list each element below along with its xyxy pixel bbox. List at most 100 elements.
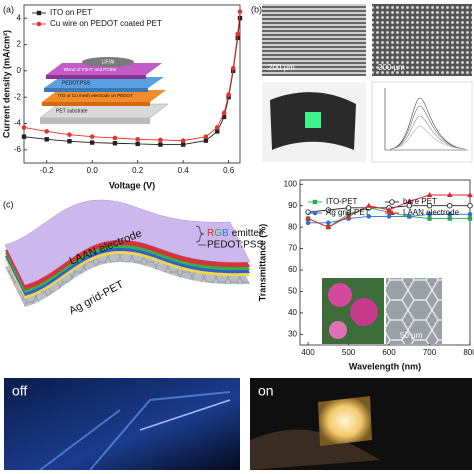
marker [366,214,372,219]
marker [112,141,118,146]
marker [135,137,140,142]
marker [89,134,95,139]
emitter-letter: R [207,228,214,239]
marker [345,213,352,219]
y-tick-label: 100 [284,179,298,188]
panel-label: (c) [3,199,14,209]
panel-label: (a) [3,4,14,14]
legend-label: ITO on PET [50,8,92,17]
marker [158,142,163,147]
photo-label: on [258,383,274,399]
legend-marker [36,21,42,27]
y-tick-label: 2 [17,40,22,49]
spectrum-inset [371,81,473,163]
y-tick-label: 40 [288,308,297,317]
marker [447,216,452,221]
marker [426,192,433,197]
marker [237,9,243,14]
marker [305,209,311,215]
x-tick-label: 0.2 [132,166,144,175]
marker [203,134,209,139]
spectrum-axes [384,88,468,151]
y-tick-label: 60 [288,265,297,274]
marker [67,139,72,144]
marker [180,138,186,143]
plot-frame [23,4,241,164]
sem-inset [386,278,442,344]
photos: off on [4,378,472,471]
device-stack: LiF/Al Blend of P3HT and PCBM PEDOT:PSS … [39,57,169,124]
y-tick-label: 90 [288,201,297,210]
legend-label: bare PET [403,197,437,206]
plot-frame [299,179,471,346]
marker [21,134,27,139]
marker [427,216,432,221]
x-tick-label: -0.2 [40,166,54,175]
legend-marker [312,199,318,205]
y-tick-label: 0 [17,66,22,75]
y-axis-label: Transmittance (%) [257,224,267,302]
spectrum-curve [389,97,466,150]
chart-layer: -0.2 0.0 0.2 0.4 0.6 -6 -4 -2 0 2 4 Voltage (V) Curr… [1,4,474,371]
marker [158,137,163,143]
marker [226,92,231,97]
layer-label: ITO or Cu mesh electrode on PEDOT [58,93,133,98]
marker [386,214,392,219]
marker [214,125,220,130]
layer-label: LiF/Al [102,59,115,65]
layer-label: PET substrate [56,108,88,114]
layer-label: Ag grid-PET [67,278,126,317]
x-tick-label: 0.6 [223,166,235,175]
marker [386,207,392,212]
y-tick-label: 80 [288,222,297,231]
x-tick-label: 0.0 [87,166,99,175]
photo-off [4,378,240,470]
emitter-word: emitter [232,228,263,239]
legend-marker [389,210,395,215]
y-tick-label: 4 [17,13,22,22]
y-tick-label: 50 [288,287,297,296]
marker [326,220,331,226]
panel-label: (b) [251,4,262,14]
legend-label: Ag grid-PET [326,208,370,217]
marker [112,135,118,141]
marker [325,207,332,213]
marker [230,65,236,71]
brace [195,225,205,243]
marker [221,114,227,120]
sem-image [262,4,366,76]
y-axis-label: Current density (mA/cm²) [1,30,11,138]
emission [305,112,321,128]
transmittance-inset: 50 µm [322,278,442,344]
marker [427,211,432,217]
x-axis-label: Wavelength (nm) [349,361,421,371]
marker [467,192,473,197]
x-axis-label: Voltage (V) [109,180,155,190]
marker [305,215,311,221]
marker [406,198,413,204]
legend-marker [312,210,318,216]
legend-marker [36,10,42,16]
legend-label: Cu wire on PEDOT coated PET [50,19,162,28]
marker [203,138,209,143]
marker [44,137,49,142]
y-tick-label: 30 [288,329,297,338]
marker [467,202,473,209]
scale-bar-label: 50 µm [400,331,423,340]
y-tick-label: -6 [14,145,22,154]
x-tick-label: 800 [463,348,474,357]
marker [235,35,240,41]
marker [235,31,241,37]
sem-image [372,4,472,76]
layer-label: PEDOT:PSS [62,80,91,86]
marker [366,202,372,208]
y-tick-label: -4 [14,119,22,128]
legend-label: LAAN electrode [403,208,460,217]
marker [67,132,72,137]
y-tick-label: -2 [14,92,22,101]
panel-b: 200 µm 200 µm [262,4,473,163]
marker [447,202,453,209]
y-tick-label: 70 [288,244,297,253]
emitter-letter: G [214,228,222,239]
